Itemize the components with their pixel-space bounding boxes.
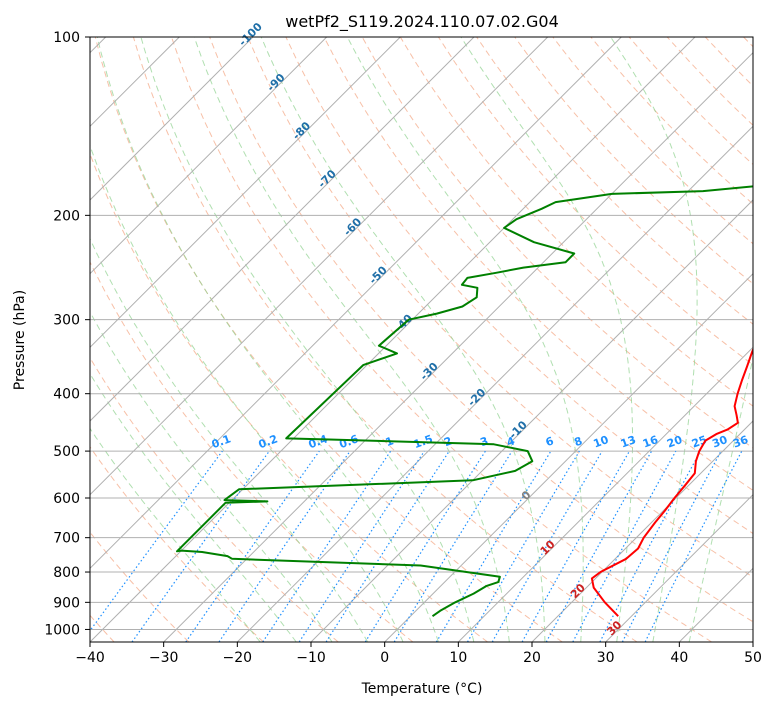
mixing-ratio-line <box>545 450 653 642</box>
isotherm-line <box>90 37 401 349</box>
dewpoint-profile-line <box>176 185 753 618</box>
dry-adiabat <box>132 37 638 642</box>
mixing-ratio-label: 16 <box>641 433 660 451</box>
mixing-ratio-line <box>572 450 677 642</box>
moist-adiabat <box>460 37 633 642</box>
dry-adiabat <box>476 37 753 325</box>
x-tick-label: 0 <box>380 650 389 666</box>
mixing-ratio-label: 4 <box>505 434 517 449</box>
mixing-ratio-label: 0.6 <box>338 432 361 451</box>
isotherm-line <box>605 493 753 642</box>
dry-adiabat <box>90 260 414 642</box>
dry-adiabat <box>285 37 753 535</box>
moist-adiabat <box>688 355 753 642</box>
mixing-ratio-label: 20 <box>665 433 684 451</box>
x-tick-label: −10 <box>296 650 326 666</box>
y-axis-label: Pressure (hPa) <box>12 290 28 390</box>
moist-adiabat <box>346 37 584 642</box>
moist-adiabat <box>260 37 546 642</box>
chart-title: wetPf2_S119.2024.110.07.02.G04 <box>285 12 559 32</box>
isotherm-line <box>90 37 622 570</box>
mixing-ratio-line <box>262 450 392 642</box>
mixing-ratio-line <box>644 450 743 642</box>
moist-adiabat <box>90 310 333 642</box>
y-axis: 100 200 300 400 500 600 700 800 900 1000 <box>44 30 90 638</box>
y-tick-label: 1000 <box>44 622 80 638</box>
y-tick-label: 400 <box>53 387 80 403</box>
y-tick-label: 300 <box>53 313 80 329</box>
mixing-ratio-line <box>90 450 223 632</box>
moist-adiabat <box>193 37 510 642</box>
y-tick-label: 700 <box>53 531 80 547</box>
moist-adiabat <box>140 37 475 642</box>
isotherm-line <box>531 420 753 642</box>
x-axis-label: Temperature (°C) <box>361 681 483 697</box>
y-tick-label: 800 <box>53 565 80 581</box>
x-tick-label: −20 <box>223 650 253 666</box>
isotherm-line <box>457 346 753 642</box>
mixing-ratio-line <box>185 450 320 642</box>
x-tick-label: −30 <box>149 650 179 666</box>
x-tick-label: 50 <box>744 650 762 666</box>
mixing-ratio-line <box>218 450 351 642</box>
y-tick-label: 500 <box>53 444 80 460</box>
mixing-ratio-label: 10 <box>592 433 611 451</box>
isotherm-line <box>90 37 549 496</box>
moist-adiabat <box>610 37 698 642</box>
mixing-ratio-label: 36 <box>731 433 750 451</box>
y-tick-label: 600 <box>53 491 80 507</box>
y-tick-label: 200 <box>53 208 80 224</box>
x-tick-label: 40 <box>670 650 688 666</box>
moist-adiabat <box>90 144 404 642</box>
isotherm-line <box>752 641 753 642</box>
isotherm-line <box>310 199 753 642</box>
isotherm-line <box>163 51 753 642</box>
plot-frame <box>89 36 754 643</box>
dry-adiabat <box>209 37 753 623</box>
temperature-profile-line <box>590 347 753 617</box>
x-tick-label: 20 <box>523 650 541 666</box>
mixing-ratio-label: 8 <box>572 434 584 449</box>
isotherm-line <box>236 125 753 642</box>
mixing-ratio-line <box>521 450 631 642</box>
mixing-ratio-label: 25 <box>690 433 709 450</box>
mixing-ratio-label: 0.1 <box>210 432 233 451</box>
mixing-ratio-label: 0.4 <box>307 432 330 451</box>
moist-adiabat <box>90 237 369 642</box>
mixing-ratio-labels: 0.1 0.2 0.4 0.6 1 1.5 2 3 4 6 8 10 13 16 20 25 30 36 <box>210 432 750 451</box>
x-axis: −40 −30 −20 −10 0 10 20 30 40 50 <box>75 642 762 666</box>
x-tick-label: 10 <box>449 650 467 666</box>
mixing-ratio-label: 0.2 <box>257 432 280 451</box>
dry-adiabat <box>90 356 339 642</box>
mixing-ratio-label: 30 <box>710 433 729 451</box>
profiles <box>176 185 753 618</box>
isotherm-line <box>90 37 696 642</box>
dry-adiabat <box>514 37 753 285</box>
mixing-ratio-line <box>131 450 270 642</box>
mixing-ratio-label: 13 <box>619 433 638 450</box>
mixing-ratio-line <box>393 450 513 642</box>
isotherm-line <box>90 37 475 422</box>
x-tick-label: −40 <box>75 650 105 666</box>
moist-adiabat <box>90 372 297 642</box>
moist-adiabat <box>96 37 439 642</box>
isotherm-line <box>90 37 254 201</box>
dry-adiabat <box>323 37 753 491</box>
isotherm-line <box>90 37 328 275</box>
mixing-ratio-label: 3 <box>478 434 490 449</box>
dry-adiabat <box>90 446 264 642</box>
isotherm-line <box>384 272 753 642</box>
dry-adiabat <box>247 37 753 578</box>
dry-adiabat <box>171 37 712 642</box>
x-tick-label: 30 <box>597 650 615 666</box>
y-tick-label: 900 <box>53 595 80 611</box>
moist-adiabat <box>90 427 261 642</box>
y-tick-label: 100 <box>53 30 80 46</box>
mixing-ratio-label: 6 <box>544 434 556 449</box>
mixing-ratio-label: 2 <box>442 434 454 449</box>
